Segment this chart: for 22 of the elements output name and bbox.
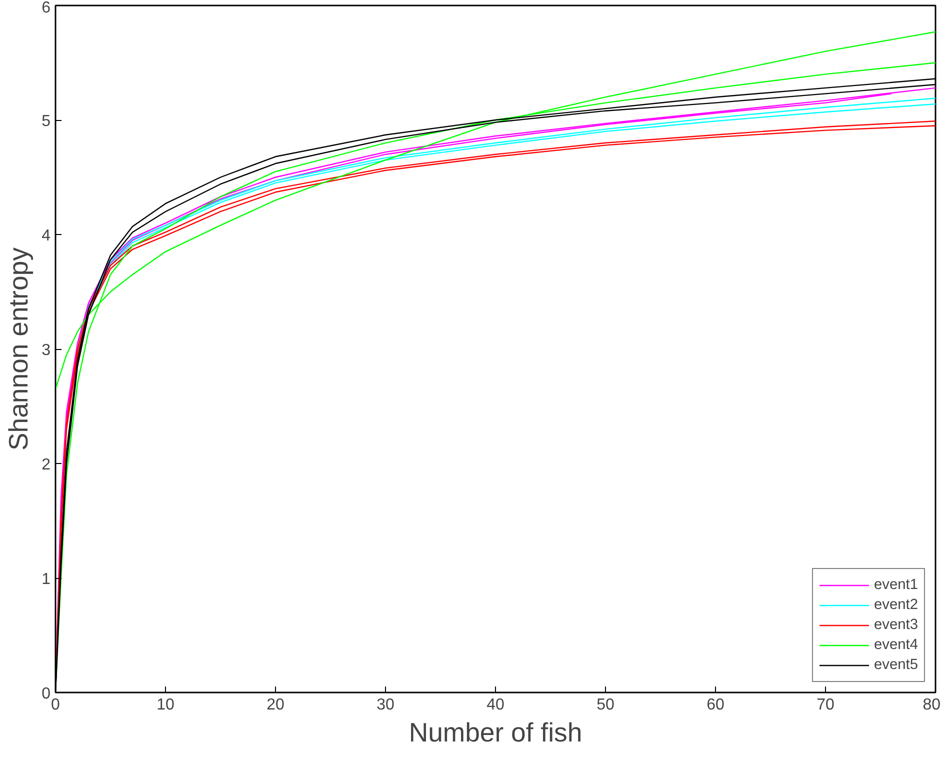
x-tick-label: 70 (816, 696, 834, 714)
legend-label: event4 (874, 637, 918, 653)
x-tick-label: 60 (706, 696, 724, 714)
y-tick-label: 2 (42, 456, 51, 474)
x-tick-label: 40 (486, 696, 504, 714)
legend-label: event3 (874, 617, 918, 633)
legend-label: event5 (874, 657, 918, 673)
legend-label: event1 (874, 577, 918, 593)
y-tick-label: 1 (42, 571, 51, 588)
x-tick-label: 80 (922, 696, 941, 714)
x-tick-label: 20 (266, 696, 284, 714)
y-tick-label: 3 (42, 342, 51, 359)
y-tick-label: 4 (42, 228, 51, 244)
y-tick-label: 0 (42, 686, 51, 702)
x-tick-label: 50 (596, 696, 614, 714)
y-tick-label: 6 (42, 0, 51, 16)
x-axis-title: Number of fish (408, 718, 582, 748)
y-axis-title: Shannon entropy (4, 246, 34, 451)
x-tick-label: 30 (376, 696, 394, 714)
x-tick-label: 10 (156, 696, 174, 714)
legend-label: event2 (874, 597, 918, 613)
y-tick-label: 5 (42, 113, 51, 130)
